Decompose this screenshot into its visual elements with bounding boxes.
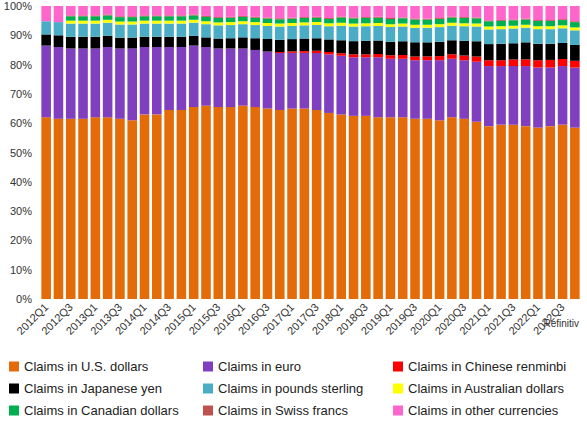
svg-text:2021Q1: 2021Q1 [456, 300, 493, 337]
svg-text:0%: 0% [16, 293, 32, 305]
svg-text:2019Q3: 2019Q3 [383, 300, 420, 337]
svg-text:Claims in Canadian dollars: Claims in Canadian dollars [24, 403, 179, 418]
svg-text:Claims in other currencies: Claims in other currencies [408, 403, 559, 418]
svg-text:40%: 40% [10, 176, 32, 188]
svg-text:90%: 90% [10, 29, 32, 41]
svg-text:2016Q1: 2016Q1 [211, 300, 248, 337]
svg-text:2013Q1: 2013Q1 [63, 300, 100, 337]
svg-text:2020Q1: 2020Q1 [407, 300, 444, 337]
svg-text:2012Q1: 2012Q1 [14, 300, 51, 337]
svg-text:2022Q1: 2022Q1 [506, 300, 543, 337]
svg-text:Claims in U.S. dollars: Claims in U.S. dollars [24, 359, 149, 374]
svg-text:2014Q1: 2014Q1 [112, 300, 149, 337]
svg-text:2019Q1: 2019Q1 [358, 300, 395, 337]
svg-text:2022Q3: 2022Q3 [531, 301, 567, 337]
svg-text:Claims in Japanese yen: Claims in Japanese yen [24, 381, 162, 396]
svg-text:100%: 100% [4, 0, 32, 12]
svg-text:2020Q3: 2020Q3 [432, 300, 469, 337]
svg-text:2018Q1: 2018Q1 [309, 300, 346, 337]
svg-text:30%: 30% [10, 205, 32, 217]
svg-text:Refinitiv: Refinitiv [543, 317, 579, 329]
svg-text:Claims in Swiss francs: Claims in Swiss francs [218, 403, 349, 418]
svg-text:Claims in Chinese renminbi: Claims in Chinese renminbi [408, 359, 566, 374]
svg-text:70%: 70% [10, 88, 32, 100]
svg-text:2016Q3: 2016Q3 [235, 300, 272, 337]
svg-text:Claims in Australian dollars: Claims in Australian dollars [408, 381, 565, 396]
svg-text:2015Q3: 2015Q3 [186, 300, 223, 337]
svg-text:2015Q1: 2015Q1 [161, 300, 198, 337]
svg-text:Claims in euro: Claims in euro [218, 359, 301, 374]
svg-text:80%: 80% [10, 59, 32, 71]
svg-text:20%: 20% [10, 234, 32, 246]
svg-text:2018Q3: 2018Q3 [333, 300, 371, 337]
svg-text:2021Q3: 2021Q3 [481, 300, 518, 337]
svg-text:50%: 50% [10, 147, 32, 159]
svg-text:2014Q3: 2014Q3 [137, 300, 174, 337]
svg-text:2017Q3: 2017Q3 [284, 300, 321, 337]
svg-text:Claims in pounds sterling: Claims in pounds sterling [218, 381, 363, 396]
svg-text:2013Q3: 2013Q3 [88, 300, 125, 337]
svg-text:2012Q3: 2012Q3 [38, 300, 75, 337]
svg-text:10%: 10% [10, 264, 32, 276]
svg-text:60%: 60% [10, 117, 32, 129]
svg-text:2017Q1: 2017Q1 [260, 300, 297, 337]
